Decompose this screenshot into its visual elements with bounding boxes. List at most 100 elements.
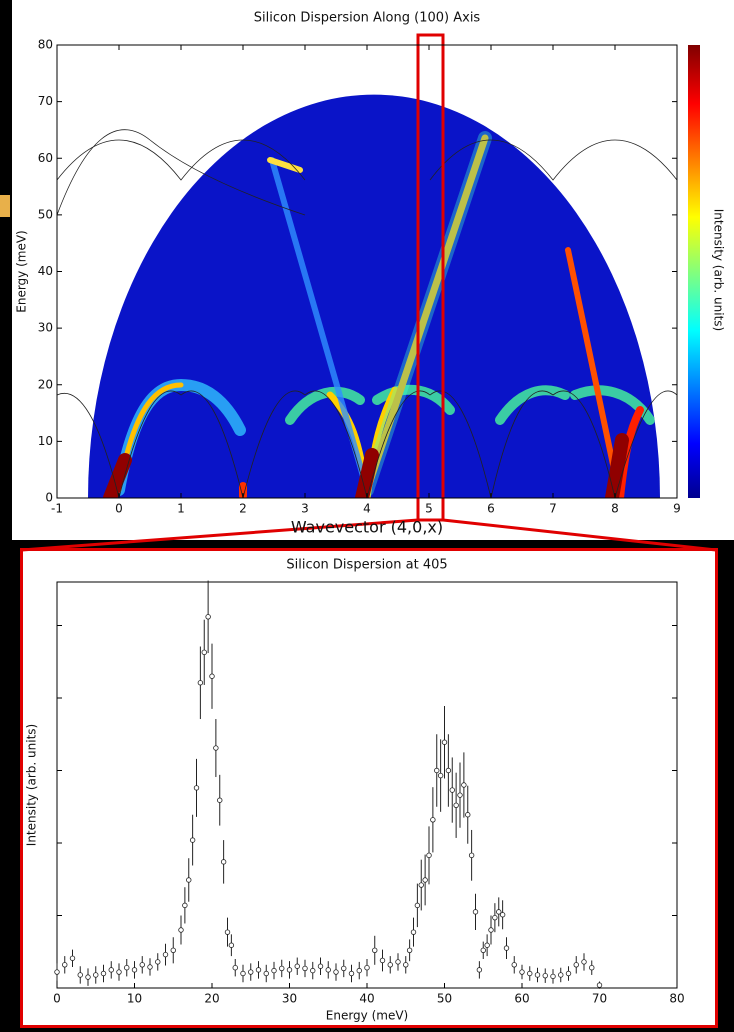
data-point — [484, 942, 490, 948]
x-tick-label: 30 — [282, 992, 297, 1006]
chart-title: Silicon Dispersion Along (100) Axis — [254, 11, 481, 26]
data-point — [488, 927, 494, 933]
data-point — [406, 947, 413, 953]
data-point — [228, 942, 235, 948]
data-point — [542, 972, 548, 979]
y-axis-label: Intensity (arb. units) — [25, 724, 39, 846]
x-axis-label: Wavevector (4,0,x) — [291, 518, 443, 537]
colorbar — [688, 45, 700, 498]
x-tick-label: 1 — [177, 502, 185, 516]
data-point — [294, 963, 300, 969]
data-point — [279, 965, 285, 972]
data-point — [100, 970, 107, 977]
data-point — [220, 859, 227, 865]
data-point — [186, 877, 192, 883]
data-point — [201, 649, 207, 656]
data-point — [453, 802, 459, 808]
x-tick-label: 3 — [301, 502, 309, 516]
data-point — [77, 972, 83, 978]
data-point — [209, 673, 215, 679]
y-tick-label: 60 — [38, 151, 53, 165]
y-axis-label: Energy (meV) — [15, 230, 29, 312]
data-point — [573, 962, 579, 968]
x-axis-label: Energy (meV) — [326, 1009, 408, 1023]
data-point — [205, 614, 211, 620]
data-point — [457, 792, 463, 798]
y-tick-label: 20 — [38, 377, 53, 391]
data-point — [496, 909, 502, 915]
data-point — [310, 967, 316, 974]
data-point — [492, 914, 498, 921]
x-tick-label: 10 — [127, 992, 142, 1006]
data-point — [414, 902, 421, 909]
data-point — [217, 797, 223, 803]
data-point — [499, 912, 506, 918]
data-point — [85, 974, 91, 980]
y-tick-label: 10 — [38, 434, 53, 448]
x-tick-label: -1 — [51, 502, 63, 516]
data-point — [410, 929, 417, 935]
chart-title: Silicon Dispersion at 405 — [286, 558, 447, 573]
data-point — [379, 957, 386, 964]
data-point — [147, 964, 153, 970]
data-point — [364, 965, 370, 971]
data-point — [108, 967, 114, 973]
model-curves — [56, 129, 678, 499]
data-point — [62, 962, 68, 968]
data-point — [124, 965, 130, 971]
side-tab — [0, 195, 10, 217]
x-tick-label: 60 — [514, 992, 529, 1006]
x-tick-label: 70 — [592, 992, 607, 1006]
data-point — [356, 967, 362, 974]
data-point — [387, 962, 393, 968]
data-point — [302, 965, 308, 972]
x-tick-label: 5 — [425, 502, 433, 516]
data-point — [263, 970, 269, 977]
x-tick-label: 7 — [549, 502, 557, 516]
data-point — [565, 970, 572, 977]
data-point — [596, 982, 603, 988]
data-point — [418, 882, 424, 888]
data-point — [519, 969, 525, 975]
data-point — [54, 969, 60, 975]
data-point — [193, 785, 200, 791]
x-tick-label: 20 — [204, 992, 219, 1006]
data-point — [213, 745, 219, 751]
data-point — [503, 945, 510, 951]
data-point — [527, 970, 533, 977]
data-point — [589, 965, 595, 971]
data-point — [480, 947, 486, 953]
data-point — [430, 817, 436, 823]
data-point — [170, 947, 176, 953]
data-point — [271, 967, 277, 974]
y-tick-label: 80 — [38, 38, 53, 52]
data-point — [131, 967, 138, 973]
data-point — [178, 927, 184, 933]
data-point — [426, 852, 432, 859]
data-point — [422, 877, 428, 883]
data-point — [224, 929, 231, 935]
data-point — [558, 972, 564, 978]
x-tick-label: 8 — [611, 502, 619, 516]
data-point — [434, 767, 440, 774]
bottom-panel — [20, 548, 718, 1028]
x-tick-label: 6 — [487, 502, 495, 516]
y-tick-label: 0 — [45, 491, 53, 505]
data-point — [468, 852, 475, 859]
data-point — [461, 782, 467, 788]
data-point — [511, 962, 517, 968]
data-point — [441, 739, 448, 745]
data-point — [162, 951, 169, 958]
data-point — [182, 902, 188, 909]
data-point — [286, 967, 293, 973]
y-tick-label: 40 — [38, 264, 53, 278]
x-tick-label: 50 — [437, 992, 452, 1006]
x-tick-label: 0 — [53, 992, 61, 1006]
data-point — [472, 909, 479, 915]
data-point — [317, 963, 324, 969]
x-tick-label: 9 — [673, 502, 681, 516]
data-point — [189, 837, 196, 843]
data-point — [449, 787, 455, 793]
